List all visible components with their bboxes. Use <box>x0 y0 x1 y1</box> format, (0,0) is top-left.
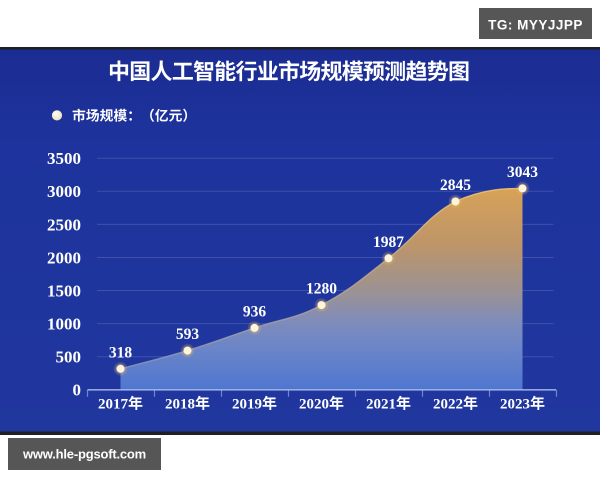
svg-text:3043: 3043 <box>507 164 538 181</box>
svg-text:500: 500 <box>56 348 82 367</box>
svg-text:www.hle-pgsoft.com: www.hle-pgsoft.com <box>22 447 146 462</box>
svg-text:2019: 2019 <box>232 397 262 413</box>
svg-text:2018: 2018 <box>165 397 195 413</box>
svg-text:936: 936 <box>243 304 267 321</box>
svg-text:TG: MYYJJPP: TG: MYYJJPP <box>488 17 583 32</box>
svg-text:2021: 2021 <box>366 397 396 413</box>
svg-text:0: 0 <box>73 381 82 400</box>
svg-text:3500: 3500 <box>47 149 81 168</box>
svg-text:2000: 2000 <box>47 248 81 267</box>
svg-text:318: 318 <box>109 344 133 361</box>
svg-text:593: 593 <box>176 326 200 343</box>
svg-text:2023: 2023 <box>500 397 530 413</box>
svg-text:1987: 1987 <box>373 234 404 251</box>
svg-text:1500: 1500 <box>47 281 81 300</box>
svg-text:2017: 2017 <box>98 397 129 413</box>
svg-text:2845: 2845 <box>440 177 471 194</box>
svg-text:3000: 3000 <box>47 182 81 201</box>
svg-text:2022: 2022 <box>433 397 463 413</box>
svg-text:2500: 2500 <box>47 215 81 234</box>
svg-text:1280: 1280 <box>306 281 337 298</box>
svg-text:1000: 1000 <box>47 315 81 334</box>
svg-text:2020: 2020 <box>299 397 329 413</box>
